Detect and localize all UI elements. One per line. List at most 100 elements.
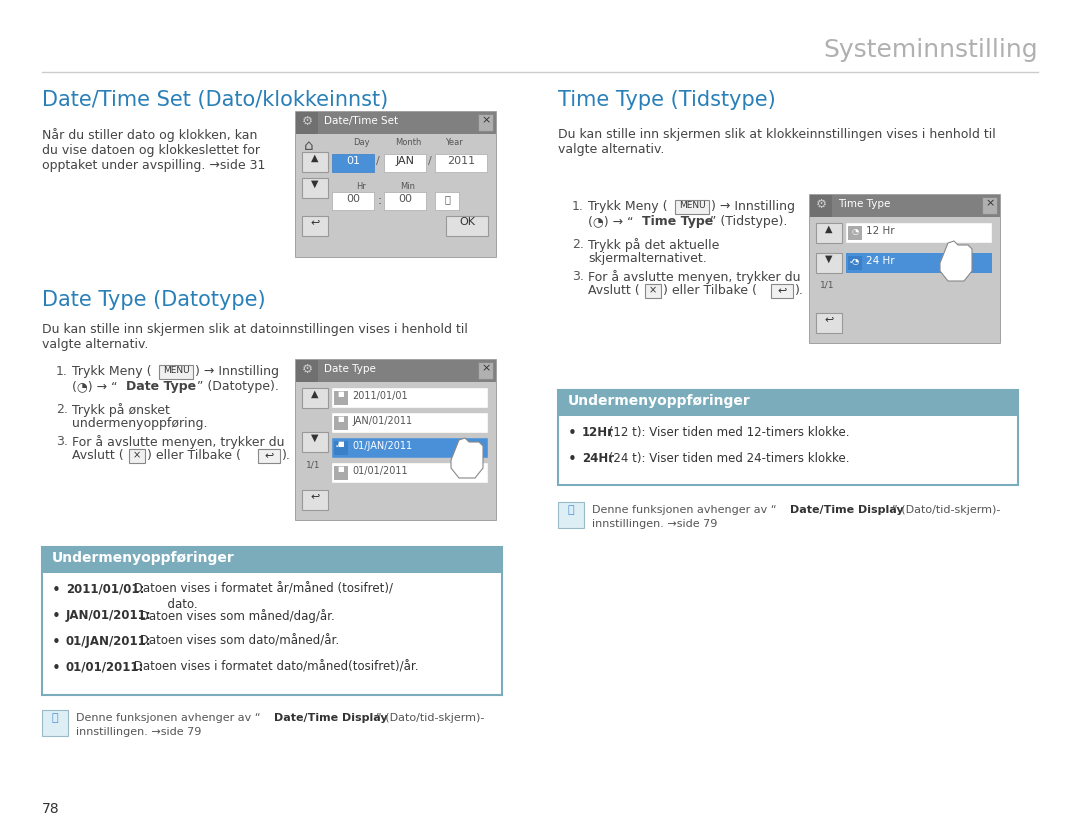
Text: MENU: MENU: [678, 201, 705, 210]
Text: ◔: ◔: [851, 257, 859, 266]
Bar: [435, 192, 459, 210]
Bar: [296, 112, 318, 134]
Text: Hr: Hr: [356, 182, 366, 191]
Text: ↩: ↩: [310, 217, 320, 227]
Bar: [478, 114, 492, 131]
Bar: [435, 154, 487, 172]
Polygon shape: [451, 438, 483, 478]
Text: •: •: [52, 661, 60, 676]
Text: Avslutt (: Avslutt (: [72, 449, 123, 462]
Bar: [42, 547, 502, 695]
Bar: [42, 547, 502, 573]
Text: Datoen vises som dato/måned/år.: Datoen vises som dato/måned/år.: [136, 635, 339, 648]
Bar: [296, 382, 496, 520]
Text: ⚙: ⚙: [815, 198, 826, 211]
Text: Date/Time Set: Date/Time Set: [324, 116, 399, 126]
Text: Date/Time Display: Date/Time Display: [789, 505, 904, 515]
Bar: [332, 463, 488, 483]
Bar: [332, 413, 488, 433]
Text: 00: 00: [346, 194, 360, 204]
Text: Trykk på det aktuelle: Trykk på det aktuelle: [588, 238, 719, 252]
Text: 1/1: 1/1: [306, 460, 321, 469]
Text: Year: Year: [445, 138, 463, 147]
Text: ” (Datotype).: ” (Datotype).: [197, 380, 279, 393]
Text: ■: ■: [338, 441, 345, 447]
Text: 01/JAN/2011:: 01/JAN/2011:: [66, 635, 151, 648]
Text: ).: ).: [282, 449, 291, 462]
Text: Undermenyoppføringer: Undermenyoppføringer: [52, 551, 234, 565]
Bar: [558, 390, 1018, 485]
Text: •: •: [568, 426, 577, 441]
Bar: [302, 388, 328, 408]
Text: Denne funksjonen avhenger av “: Denne funksjonen avhenger av “: [592, 505, 777, 515]
Text: ✓: ✓: [849, 257, 856, 266]
Bar: [159, 365, 193, 379]
Text: Day: Day: [353, 138, 369, 147]
Bar: [302, 216, 328, 236]
Text: ↩: ↩: [778, 285, 786, 295]
Bar: [302, 490, 328, 510]
Text: ) eller Tilbake (: ) eller Tilbake (: [147, 449, 241, 462]
Bar: [258, 449, 280, 463]
Bar: [332, 154, 374, 172]
Text: ✓: ✓: [335, 441, 342, 450]
Text: Date Type: Date Type: [126, 380, 197, 393]
Text: ◔: ◔: [851, 227, 859, 236]
Text: Min: Min: [401, 182, 416, 191]
Text: ▼: ▼: [311, 179, 319, 189]
Bar: [982, 197, 997, 214]
Text: OK: OK: [459, 217, 475, 227]
Text: Du kan stille inn skjermen slik at datoinnstillingen vises i henhold til
valgte : Du kan stille inn skjermen slik at datoi…: [42, 323, 468, 351]
Text: ■: ■: [338, 466, 345, 472]
Bar: [848, 226, 862, 240]
Text: ⌂: ⌂: [303, 138, 313, 153]
Text: 12Hr: 12Hr: [582, 426, 615, 439]
Text: 00: 00: [399, 194, 411, 204]
Text: •: •: [568, 452, 577, 467]
Text: :: :: [378, 194, 382, 207]
Bar: [384, 192, 426, 210]
Bar: [334, 441, 348, 455]
Text: ↩: ↩: [310, 491, 320, 501]
Text: Time Type (Tidstype): Time Type (Tidstype): [558, 90, 775, 110]
Bar: [332, 438, 488, 458]
Text: 1/1: 1/1: [820, 281, 835, 290]
Bar: [478, 362, 492, 379]
Text: 3.: 3.: [572, 270, 584, 283]
Text: JAN: JAN: [395, 156, 415, 166]
Text: Trykk på ønsket: Trykk på ønsket: [72, 403, 170, 417]
Bar: [296, 360, 496, 520]
Bar: [302, 152, 328, 172]
Text: 01: 01: [346, 156, 360, 166]
Text: ▼: ▼: [825, 254, 833, 264]
Text: Systeminnstilling: Systeminnstilling: [823, 38, 1038, 62]
Text: •: •: [52, 635, 60, 650]
Bar: [296, 112, 496, 134]
Text: ⏰: ⏰: [444, 194, 450, 204]
Text: 2.: 2.: [572, 238, 584, 251]
Text: skjermalternativet.: skjermalternativet.: [588, 252, 706, 265]
Bar: [810, 195, 832, 217]
Bar: [446, 216, 488, 236]
Text: •: •: [52, 609, 60, 624]
Text: ×: ×: [482, 363, 490, 373]
Text: ) eller Tilbake (: ) eller Tilbake (: [663, 284, 757, 297]
Bar: [384, 154, 426, 172]
Text: (◔) → “: (◔) → “: [72, 380, 118, 393]
Text: ▲: ▲: [825, 224, 833, 234]
Bar: [42, 710, 68, 736]
Bar: [810, 195, 1000, 343]
Bar: [296, 134, 496, 257]
Text: Date/Time Set (Dato/klokkeinnst): Date/Time Set (Dato/klokkeinnst): [42, 90, 388, 110]
Text: ⚙: ⚙: [301, 115, 312, 128]
Text: ▲: ▲: [311, 153, 319, 163]
Bar: [296, 360, 496, 382]
Bar: [302, 178, 328, 198]
Text: (◔) → “: (◔) → “: [588, 215, 634, 228]
Text: Datoen vises i formatet dato/måned(tosifret)/år.: Datoen vises i formatet dato/måned(tosif…: [130, 661, 418, 674]
Text: ■: ■: [338, 416, 345, 422]
Text: 📝: 📝: [568, 505, 575, 515]
Text: innstillingen. →side 79: innstillingen. →side 79: [76, 727, 201, 737]
Bar: [816, 313, 842, 333]
Text: /: /: [428, 156, 432, 166]
